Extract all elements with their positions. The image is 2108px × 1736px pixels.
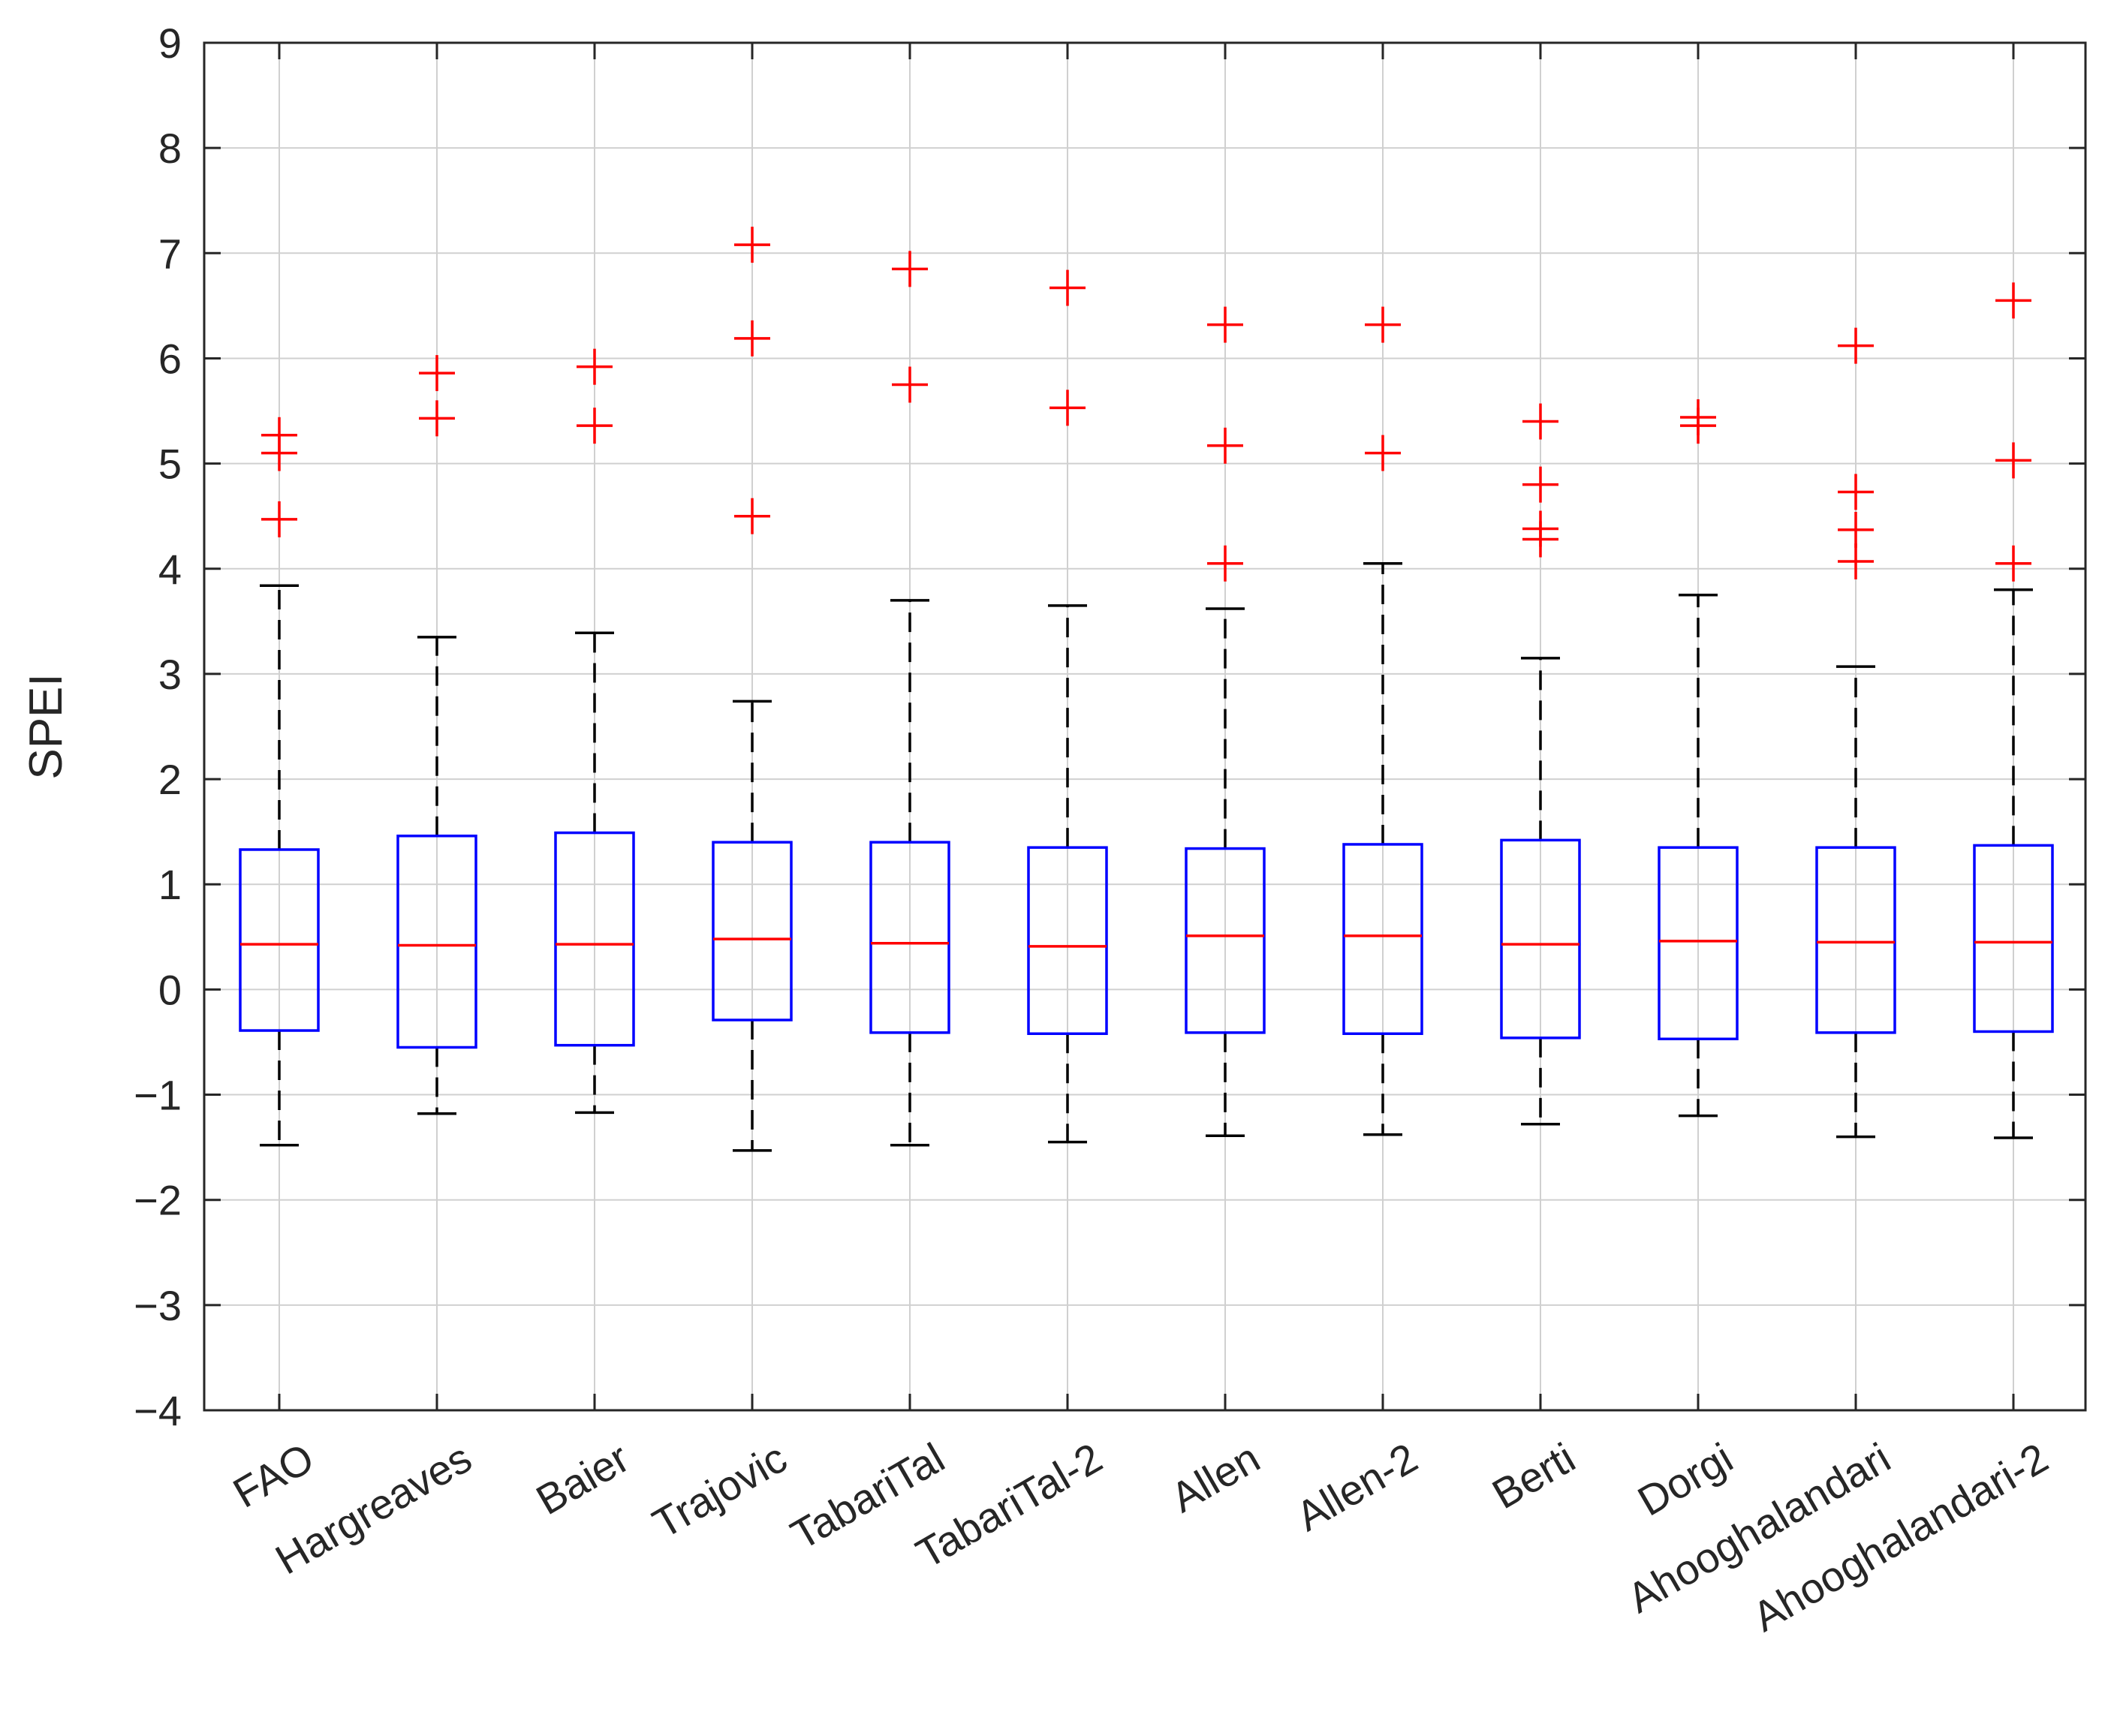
- box-group-allen-2: [1342, 306, 1423, 1136]
- outlier-marker: [1680, 399, 1716, 435]
- y-tick-label: 4: [158, 546, 182, 593]
- y-tick-label: −4: [134, 1387, 182, 1434]
- box-group-ahooghalandari: [1815, 327, 1896, 1139]
- x-category-label: FAO: [225, 1434, 322, 1517]
- y-tick-label: 9: [158, 20, 182, 67]
- box-group-hargreaves: [396, 355, 477, 1115]
- iqr-box: [1185, 847, 1266, 1034]
- outlier-marker: [1838, 474, 1874, 510]
- y-tick-label: 8: [158, 125, 182, 172]
- x-category-label: Ahooghalandari-2: [1745, 1434, 2055, 1641]
- x-category-label: Berti: [1484, 1434, 1583, 1518]
- box-group-dorgi: [1658, 399, 1739, 1118]
- y-tick-label: 1: [158, 861, 182, 908]
- iqr-box: [239, 848, 320, 1032]
- x-category-label: Allen: [1163, 1434, 1267, 1521]
- y-tick-label: 3: [158, 651, 182, 698]
- iqr-box: [1500, 838, 1581, 1039]
- y-tick-label: −2: [134, 1177, 182, 1224]
- outlier-marker: [1995, 282, 2031, 319]
- outlier-marker: [734, 320, 770, 357]
- y-tick-label: −3: [134, 1282, 182, 1329]
- box-group-trajovic: [712, 227, 793, 1152]
- x-category-label: Dorgi: [1630, 1434, 1740, 1524]
- x-category-label: Trajovic: [645, 1434, 794, 1548]
- x-category-label: Allen-2: [1288, 1434, 1425, 1540]
- box-group-berti: [1500, 403, 1581, 1126]
- y-tick-label: 5: [158, 441, 182, 488]
- outlier-marker: [734, 498, 770, 534]
- gridlines: [204, 42, 2085, 1411]
- outlier-marker: [1838, 543, 1874, 579]
- outlier-marker: [734, 227, 770, 263]
- outlier-marker: [261, 501, 297, 537]
- iqr-box: [1027, 846, 1108, 1035]
- box-group-allen: [1185, 306, 1266, 1137]
- outlier-marker: [1838, 511, 1874, 548]
- iqr-box: [554, 831, 635, 1047]
- outlier-marker: [1838, 327, 1874, 364]
- outlier-marker: [1207, 545, 1243, 582]
- iqr-box: [1973, 844, 2054, 1033]
- outlier-marker: [419, 400, 455, 437]
- outlier-marker: [1207, 306, 1243, 343]
- iqr-box: [1342, 843, 1423, 1035]
- outlier-marker: [1995, 545, 2031, 582]
- outlier-marker: [1207, 427, 1243, 464]
- outlier-marker: [577, 348, 613, 385]
- outlier-marker: [1522, 510, 1558, 547]
- box-group-baier: [554, 348, 635, 1115]
- outlier-marker: [261, 417, 297, 453]
- outlier-marker: [1995, 442, 2031, 479]
- iqr-box: [869, 841, 950, 1034]
- iqr-box: [1658, 846, 1739, 1041]
- outlier-marker: [1365, 435, 1401, 471]
- x-category-label: Baier: [529, 1434, 637, 1524]
- outlier-marker: [1365, 306, 1401, 343]
- outlier-marker: [892, 251, 928, 287]
- y-tick-label: 7: [158, 230, 182, 277]
- y-axis-ticks: −4 −3 −2 −1 0 1 2 3 4 5 6 7 8 9: [134, 20, 2085, 1434]
- outlier-marker: [419, 355, 455, 392]
- box-group-fao: [239, 417, 320, 1147]
- outlier-marker: [1049, 390, 1086, 426]
- iqr-box: [396, 835, 477, 1049]
- y-tick-label: 2: [158, 756, 182, 803]
- iqr-box: [1815, 846, 1896, 1034]
- outlier-marker: [1522, 403, 1558, 440]
- box-group-tabarital: [869, 251, 950, 1147]
- y-tick-label: −1: [134, 1072, 182, 1119]
- iqr-box: [712, 841, 793, 1021]
- box-group-ahooghalandari-2: [1973, 282, 2054, 1139]
- outlier-marker: [1522, 466, 1558, 503]
- outlier-marker: [577, 408, 613, 444]
- plot-frame: [203, 41, 2087, 1412]
- boxplot-marks: [239, 227, 2054, 1152]
- outlier-marker: [892, 366, 928, 403]
- outlier-marker: [1049, 269, 1086, 306]
- y-axis-title: SPEI: [20, 673, 72, 779]
- y-tick-label: 0: [158, 966, 182, 1013]
- y-tick-label: 6: [158, 335, 182, 382]
- box-group-tabarital-2: [1027, 269, 1108, 1144]
